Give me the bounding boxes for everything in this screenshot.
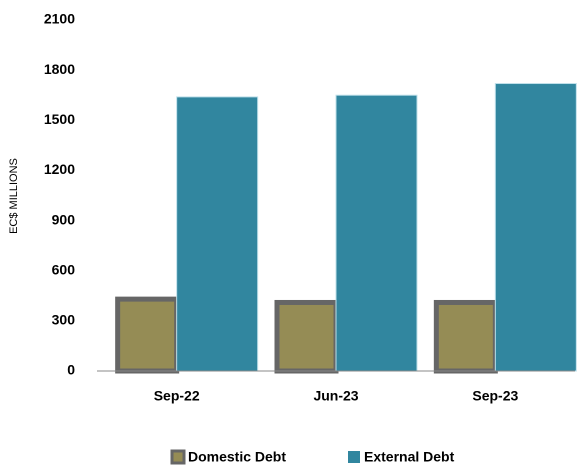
legend-label: Domestic Debt [188,449,286,465]
y-axis-label: EC$ MILLIONS [8,158,20,234]
x-tick-label: Sep-23 [472,388,518,404]
bar [494,83,577,372]
y-tick-label: 900 [52,211,76,227]
bar [115,296,180,374]
legend-swatch [170,449,186,465]
legend-swatch [348,451,360,463]
y-tick-label: 0 [67,362,75,378]
legend-label: External Debt [364,449,455,465]
y-tick-label: 1800 [44,61,75,77]
x-tick-label: Jun-23 [313,388,358,404]
bar [176,96,259,372]
y-tick-label: 1200 [44,161,75,177]
y-tick-label: 2100 [44,11,75,27]
x-tick-label: Sep-22 [154,388,200,404]
bar [335,94,418,372]
bar [433,299,498,374]
y-tick-label: 300 [52,312,76,328]
y-tick-label: 1500 [44,111,75,127]
bar [274,299,339,374]
y-tick-label: 600 [52,261,76,277]
